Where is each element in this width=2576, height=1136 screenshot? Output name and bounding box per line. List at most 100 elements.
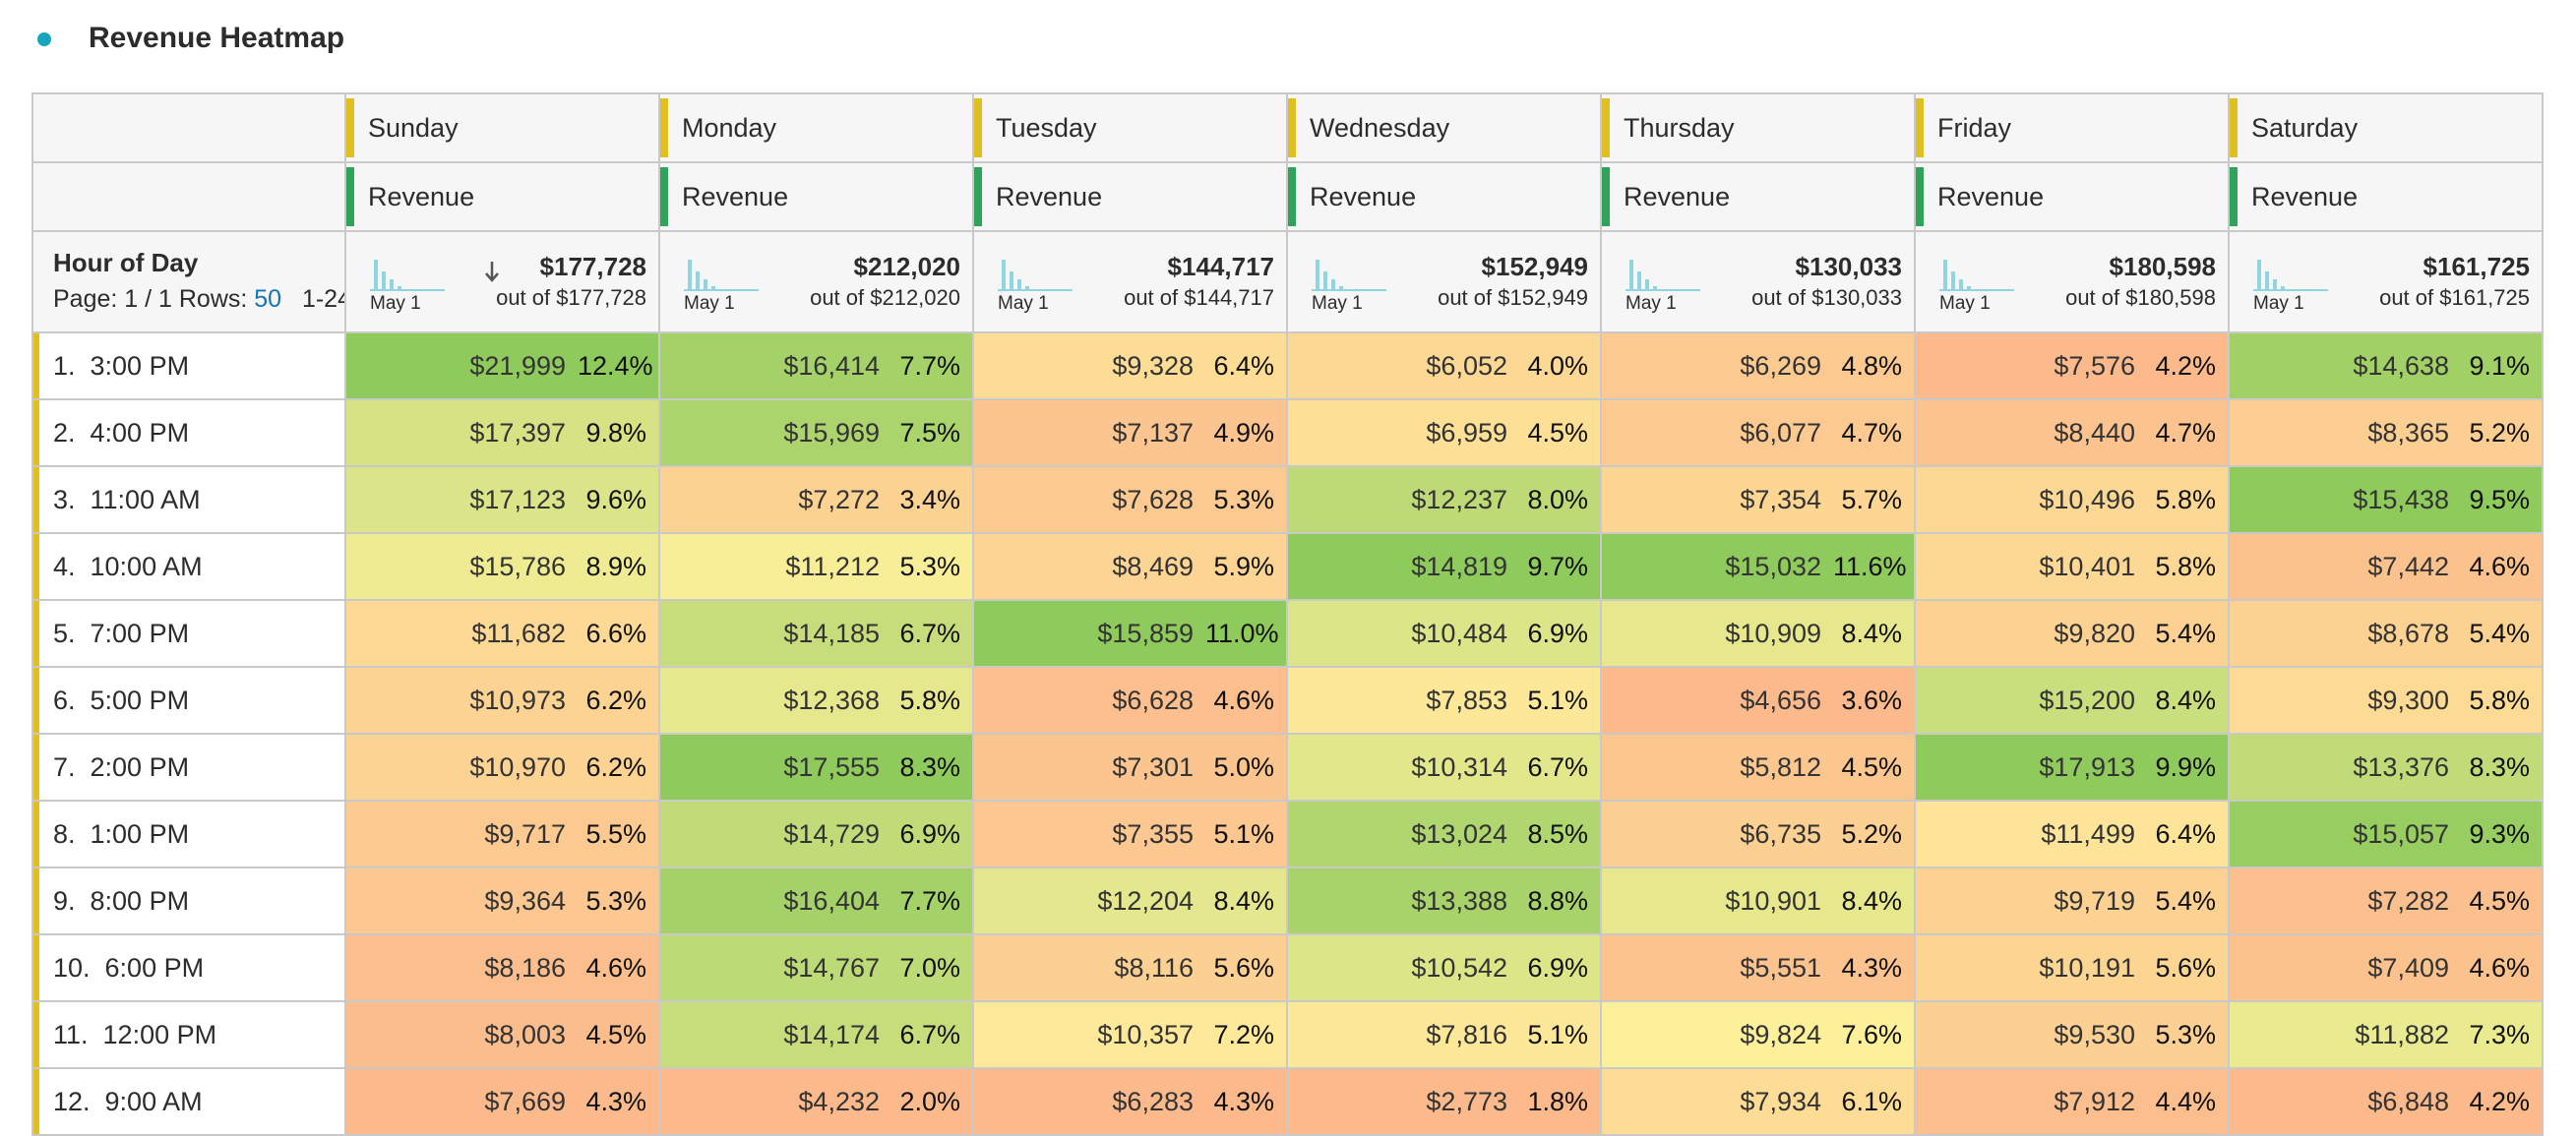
spark-label: May 1 xyxy=(370,293,421,314)
row-label[interactable]: 2. 4:00 PM xyxy=(31,398,346,467)
cell-value: $15,969 xyxy=(783,417,880,448)
cell-percent: 4.6% xyxy=(1213,685,1274,715)
cell-percent: 8.3% xyxy=(899,751,960,782)
row-label[interactable]: 3. 11:00 AM xyxy=(31,465,346,534)
heat-cell: $13,024 8.5% xyxy=(1286,800,1602,868)
row-label[interactable]: 8. 1:00 PM xyxy=(31,800,346,868)
cell-value: $6,848 xyxy=(2367,1086,2449,1116)
row-label[interactable]: 1. 3:00 PM xyxy=(31,331,346,400)
column-header[interactable]: Tuesday xyxy=(972,92,1288,163)
total-out-of: out of $144,717 xyxy=(1124,285,1274,310)
metric-header[interactable]: Revenue xyxy=(344,161,660,232)
heat-cell: $10,909 8.4% xyxy=(1600,599,1916,668)
row-marker xyxy=(34,803,39,866)
total-out-of: out of $177,728 xyxy=(496,285,646,310)
row-label[interactable]: 6. 5:00 PM xyxy=(31,666,346,735)
column-total: May 1 $144,717 out of $144,717 xyxy=(972,230,1288,333)
heat-cell: $6,283 4.3% xyxy=(972,1067,1288,1136)
heat-cell: $17,397 9.8% xyxy=(344,398,660,467)
cell-value: $4,656 xyxy=(1740,685,1821,715)
cell-value: $2,773 xyxy=(1426,1086,1507,1116)
cell-value: $15,057 xyxy=(2353,818,2449,849)
metric-header[interactable]: Revenue xyxy=(972,161,1288,232)
spark-bar xyxy=(1002,260,1006,289)
heat-cell: $7,137 4.9% xyxy=(972,398,1288,467)
metric-header[interactable]: Revenue xyxy=(1914,161,2230,232)
heat-cell: $4,656 3.6% xyxy=(1600,666,1916,735)
column-header[interactable]: Wednesday xyxy=(1286,92,1602,163)
row-label[interactable]: 11. 12:00 PM xyxy=(31,1000,346,1069)
data-row: 3. 11:00 AM $17,123 9.6% $7,272 3.4% $7,628 5.… xyxy=(31,465,2544,534)
cell-percent: 6.9% xyxy=(1527,618,1588,648)
column-header[interactable]: Saturday xyxy=(2228,92,2544,163)
total-value: $130,033 xyxy=(1795,252,1902,281)
heat-cell: $14,729 6.9% xyxy=(658,800,974,868)
cell-percent: 7.2% xyxy=(1213,1019,1274,1049)
cell-value: $14,174 xyxy=(783,1019,880,1049)
cell-percent: 5.8% xyxy=(2155,484,2216,514)
total-value: $177,728 xyxy=(539,252,646,281)
cell-value: $6,735 xyxy=(1740,818,1821,849)
heat-cell: $10,191 5.6% xyxy=(1914,933,2230,1002)
metric-header[interactable]: Revenue xyxy=(1286,161,1602,232)
spark-bar xyxy=(1629,260,1633,289)
heat-cell: $8,365 5.2% xyxy=(2228,398,2544,467)
corner xyxy=(31,92,346,163)
row-label[interactable]: 9. 8:00 PM xyxy=(31,867,346,935)
spark-label: May 1 xyxy=(684,293,735,314)
heat-cell: $7,816 5.1% xyxy=(1286,1000,1602,1069)
cell-percent: 4.5% xyxy=(2469,885,2530,916)
rows-count[interactable]: 50 xyxy=(254,285,282,313)
cell-value: $15,438 xyxy=(2353,484,2449,514)
column-header[interactable]: Friday xyxy=(1914,92,2230,163)
total-value: $144,717 xyxy=(1167,252,1274,281)
spark-bar xyxy=(1017,279,1021,289)
cell-value: $16,414 xyxy=(783,350,880,381)
metric-header[interactable]: Revenue xyxy=(2228,161,2544,232)
cell-value: $11,682 xyxy=(471,618,566,648)
cell-percent: 4.5% xyxy=(585,1019,646,1049)
row-marker xyxy=(34,1070,39,1133)
cell-value: $13,376 xyxy=(2353,751,2449,782)
spark-bar xyxy=(711,286,715,289)
cell-value: $5,551 xyxy=(1740,952,1821,983)
row-marker xyxy=(34,936,39,999)
column-header[interactable]: Sunday xyxy=(344,92,660,163)
sort-arrow[interactable] xyxy=(485,262,499,282)
cell-percent: 7.6% xyxy=(1841,1019,1902,1049)
cell-percent: 6.2% xyxy=(585,685,646,715)
cell-percent: 5.4% xyxy=(2155,618,2216,648)
column-header[interactable]: Thursday xyxy=(1600,92,1916,163)
total-out-of: out of $212,020 xyxy=(810,285,960,310)
cell-value: $10,484 xyxy=(1411,618,1507,648)
heat-cell: $11,682 6.6% xyxy=(344,599,660,668)
cell-value: $7,355 xyxy=(1112,818,1194,849)
cell-value: $9,719 xyxy=(2054,885,2135,916)
cell-value: $11,882 xyxy=(2355,1019,2449,1049)
cell-value: $15,859 xyxy=(1097,618,1194,648)
metric-header[interactable]: Revenue xyxy=(658,161,974,232)
heat-cell: $9,530 5.3% xyxy=(1914,1000,2230,1069)
cell-percent: 4.3% xyxy=(585,1086,646,1116)
metric-header[interactable]: Revenue xyxy=(1600,161,1916,232)
heat-cell: $9,328 6.4% xyxy=(972,331,1288,400)
row-label[interactable]: 12. 9:00 AM xyxy=(31,1067,346,1136)
spark-bar xyxy=(1025,286,1029,289)
heat-cell: $15,200 8.4% xyxy=(1914,666,2230,735)
heat-cell: $15,438 9.5% xyxy=(2228,465,2544,534)
cell-percent: 5.4% xyxy=(2469,618,2530,648)
row-label[interactable]: 7. 2:00 PM xyxy=(31,733,346,802)
cell-percent: 5.3% xyxy=(1213,484,1274,514)
sparkline xyxy=(684,260,759,291)
column-header[interactable]: Monday xyxy=(658,92,974,163)
sparkline xyxy=(1939,260,2014,291)
row-label[interactable]: 10. 6:00 PM xyxy=(31,933,346,1002)
row-label[interactable]: 5. 7:00 PM xyxy=(31,599,346,668)
heat-cell: $15,969 7.5% xyxy=(658,398,974,467)
marker xyxy=(1289,98,1296,157)
cell-percent: 7.0% xyxy=(899,952,960,983)
status-dot xyxy=(37,32,51,46)
row-label[interactable]: 4. 10:00 AM xyxy=(31,532,346,601)
cell-percent: 6.7% xyxy=(899,1019,960,1049)
cell-value: $7,934 xyxy=(1740,1086,1821,1116)
